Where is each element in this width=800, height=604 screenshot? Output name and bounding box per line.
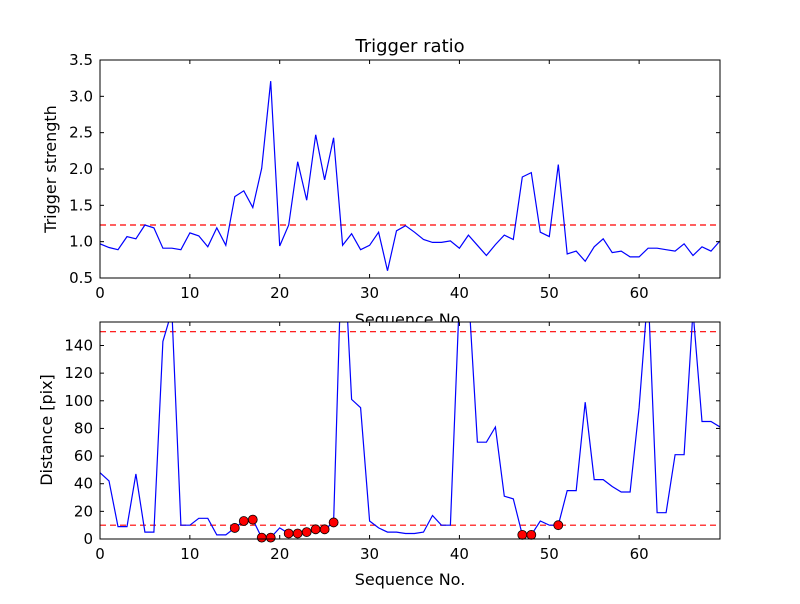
- series-line: [100, 81, 720, 271]
- x-tick-label: 10: [180, 284, 199, 302]
- data-point: [283, 528, 294, 539]
- x-tick-label: 20: [270, 545, 289, 563]
- y-tick-label: 80: [74, 419, 93, 437]
- plot-frame: [99, 321, 721, 540]
- plot-area: [100, 60, 720, 278]
- x-tick-label: 50: [540, 545, 559, 563]
- x-tick-label: 20: [270, 284, 289, 302]
- x-tick-label: 10: [180, 545, 199, 563]
- y-tick-label: 1.0: [69, 233, 93, 251]
- y-tick-label: 140: [64, 336, 93, 354]
- y-tick-label: 1.5: [69, 196, 93, 214]
- distance-panel: 0 10 20 30 40 50 60 0 20 40 60 80 100 120 140 Sequenc…: [37, 321, 721, 589]
- y-tick-label: 60: [74, 447, 93, 465]
- data-point: [526, 529, 537, 540]
- plot-area: [100, 322, 720, 539]
- y-tick-label: 20: [74, 502, 93, 520]
- y-tick-label: 0: [83, 530, 93, 548]
- y-axis-label: Trigger strength: [41, 105, 60, 234]
- data-point: [256, 532, 267, 543]
- data-point: [310, 524, 321, 535]
- data-point: [517, 529, 528, 540]
- y-axis-label: Distance [pix]: [37, 374, 56, 486]
- x-tick-label: 60: [630, 284, 649, 302]
- series-line: [100, 322, 720, 539]
- x-tick-label: 60: [630, 545, 649, 563]
- x-tick-label: 50: [540, 284, 559, 302]
- x-tick-label: 30: [360, 284, 379, 302]
- chart-title: Trigger ratio: [354, 36, 464, 57]
- x-axis-label: Sequence No.: [355, 570, 466, 589]
- y-tick-label: 2.5: [69, 124, 93, 142]
- trigger-ratio-panel: Trigger ratio 0 10 20 30 40 50 60 0.5 1.0 1.5 2.0…: [41, 36, 721, 329]
- data-point: [301, 527, 312, 537]
- y-tick-label: 40: [74, 475, 93, 493]
- x-tick-label: 0: [95, 545, 105, 563]
- y-tick-label: 100: [64, 392, 93, 410]
- y-tick-label: 3.0: [69, 87, 93, 105]
- data-point: [265, 532, 276, 543]
- data-point: [292, 528, 303, 539]
- x-tick-label: 40: [450, 545, 469, 563]
- data-point: [319, 524, 330, 535]
- data-point: [328, 517, 339, 528]
- x-tick-label: 40: [450, 284, 469, 302]
- y-tick-label: 0.5: [69, 269, 93, 287]
- y-tick-label: 120: [64, 364, 93, 382]
- data-point: [553, 520, 564, 531]
- x-tick-label: 0: [95, 284, 105, 302]
- y-tick-label: 3.5: [69, 51, 93, 69]
- x-tick-label: 30: [360, 545, 379, 563]
- data-point: [247, 514, 258, 525]
- data-point: [229, 523, 240, 533]
- data-point: [238, 516, 249, 526]
- y-tick-label: 2.0: [69, 160, 93, 178]
